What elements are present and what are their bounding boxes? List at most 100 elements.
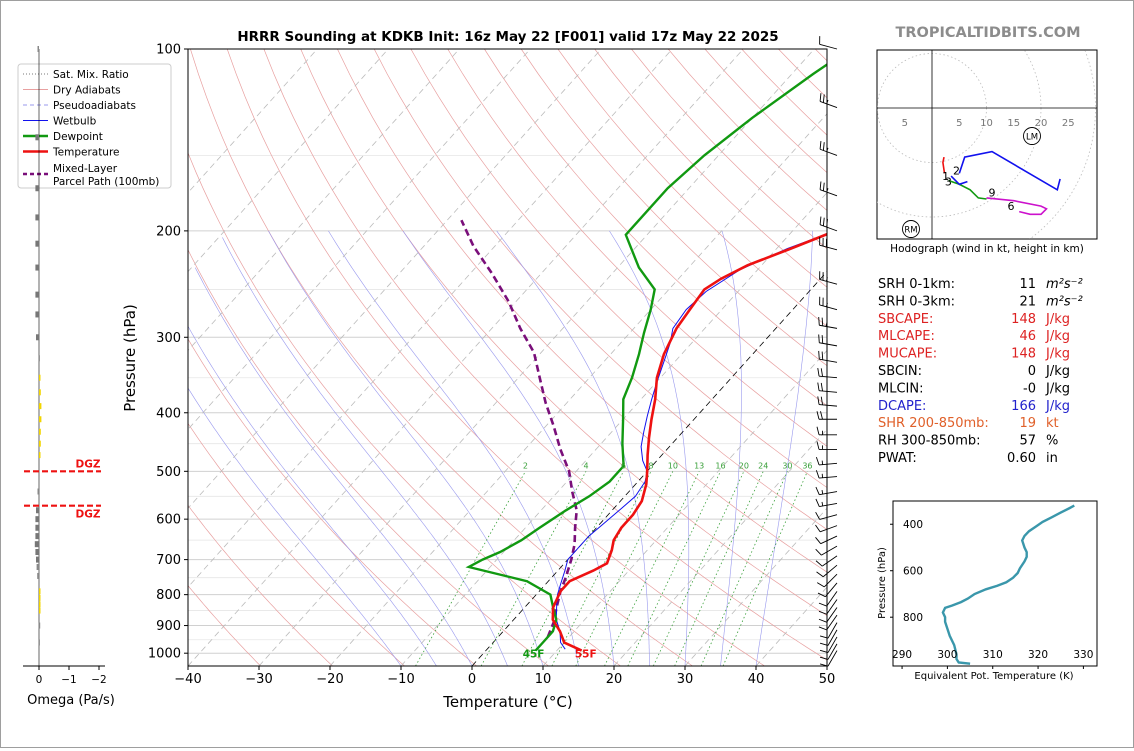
skewt-ylabel: Pressure (hPa) (121, 304, 139, 412)
x-tick-label: 0 (468, 672, 476, 687)
barb-staff (827, 615, 837, 630)
theta-e-x-tick-label: 300 (937, 649, 957, 661)
y-tick-label: 400 (156, 406, 181, 421)
barb-staff (828, 651, 837, 667)
dgz-label: DGZ (76, 458, 101, 470)
legend-label: Parcel Path (100mb) (53, 176, 159, 188)
pseudoadiabat (403, 231, 614, 666)
barb-staff (820, 190, 837, 196)
index-label: RH 300-850mb: (878, 434, 981, 449)
barb-flag (822, 352, 823, 360)
legend-label: Dewpoint (53, 131, 103, 143)
dry-adiabat (190, 49, 692, 666)
omega-bar (35, 241, 39, 247)
barb-flag (821, 397, 822, 405)
index-label: PWAT: (878, 451, 917, 466)
index-unit: J/kg (1045, 347, 1070, 362)
mixing-ratio-label: 6 (621, 461, 626, 470)
index-label: SRH 0-3km: (878, 294, 955, 309)
theta-e-y-tick-label: 400 (903, 519, 923, 531)
omega-bar (35, 525, 39, 531)
y-tick-label: 200 (156, 224, 181, 239)
wind-barb (820, 271, 837, 284)
barb-staff (827, 607, 837, 622)
wind-barb (819, 607, 837, 622)
legend-label: Pseudoadiabats (53, 100, 136, 112)
barb-flag (823, 94, 824, 102)
surface-dewpoint-label: 45F (523, 649, 545, 661)
legend-label: Sat. Mix. Ratio (53, 69, 129, 81)
barb-flag (823, 183, 824, 191)
omega-bar (39, 623, 41, 629)
barb-staff (828, 623, 837, 639)
wind-barb (820, 93, 837, 107)
mixing-ratio-label: 2 (523, 461, 528, 470)
legend-label: Mixed-Layer (53, 163, 118, 175)
wind-barb (820, 623, 837, 639)
index-unit: kt (1046, 416, 1059, 431)
omega-bar (38, 489, 40, 495)
barb-staff (820, 101, 837, 107)
x-tick-label: 20 (606, 672, 623, 687)
wind-barb (815, 525, 837, 532)
parcel-path-line (461, 220, 576, 637)
barb-staff (819, 477, 837, 479)
legend-label: Dry Adiabats (53, 85, 121, 97)
dry-adiabat (264, 49, 837, 666)
barb-flag (822, 318, 823, 326)
omega-bar (39, 403, 41, 409)
index-unit: J/kg (1045, 329, 1070, 344)
mixing-ratio-label: 20 (739, 461, 749, 470)
barb-flag (816, 457, 819, 465)
mixing-ratio-label: 30 (782, 461, 792, 470)
y-tick-label: 800 (156, 588, 181, 603)
wind-barb (819, 317, 837, 328)
skewt-legend: Sat. Mix. Ratio Dry Adiabats Pseudoadiabat… (18, 64, 171, 188)
legend-label: Temperature (52, 147, 120, 159)
hodograph-ring-label: 20 (1035, 118, 1048, 129)
omega-bar (39, 389, 41, 395)
y-tick-label: 600 (156, 513, 181, 528)
omega-bar (38, 355, 40, 361)
barb-flag (819, 351, 820, 359)
hodograph-height-label: 6 (1008, 200, 1015, 213)
pseudoadiabat (222, 237, 507, 666)
isotherm (401, 49, 956, 666)
chart-title: HRRR Sounding at KDKB Init: 16z May 22 [… (237, 29, 778, 45)
index-unit: J/kg (1045, 399, 1070, 414)
wind-barb (820, 297, 837, 310)
omega-bar (35, 516, 39, 522)
barb-flag (823, 218, 824, 226)
hodograph-ring-label: 5 (902, 118, 908, 129)
index-label: MLCIN: (878, 381, 923, 396)
hodograph-ring-label: 10 (980, 118, 993, 129)
omega-bar (39, 608, 41, 614)
barb-flag (818, 368, 819, 376)
omega-bar (39, 416, 41, 422)
omega-xlabel: Omega (Pa/s) (27, 693, 115, 708)
barb-staff (821, 546, 837, 555)
index-unit: J/kg (1045, 364, 1070, 379)
index-label: MUCAPE: (878, 347, 937, 362)
wind-barb (820, 237, 837, 250)
theta-e-y-tick-label: 600 (903, 566, 923, 578)
barb-flag (822, 335, 823, 343)
omega-bar (39, 452, 41, 458)
hodograph-height-label: 9 (988, 186, 995, 199)
barb-flag (821, 368, 822, 376)
omega-bar (37, 564, 39, 570)
index-unit: in (1046, 451, 1058, 466)
y-tick-label: 700 (156, 553, 181, 568)
y-tick-label: 300 (156, 331, 181, 346)
omega-bar (39, 595, 41, 601)
isotherm (330, 49, 885, 666)
omega-bar (35, 214, 39, 220)
theta-e-x-tick-label: 310 (983, 649, 1003, 661)
index-value: 57 (1019, 434, 1036, 449)
index-label: DCAPE: (878, 399, 926, 414)
barb-staff (820, 515, 837, 520)
index-unit: % (1046, 434, 1058, 449)
barb-flag (818, 396, 819, 404)
